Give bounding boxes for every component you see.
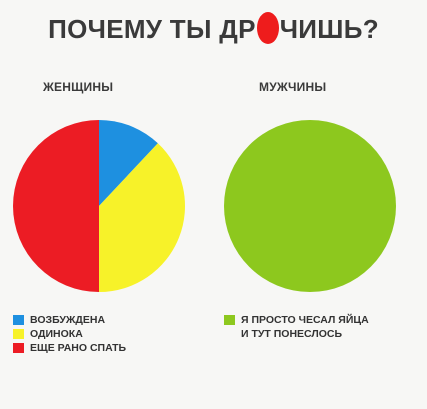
pie-title-women: ЖЕНЩИНЫ — [43, 80, 114, 94]
pie-title-men: МУЖЧИНЫ — [259, 80, 327, 94]
legend-item: Я ПРОСТО ЧЕСАЛ ЯЙЦА И ТУТ ПОНЕСЛОСЬ — [224, 313, 369, 341]
title-text-start: ПОЧЕМУ ТЫ ДР — [48, 14, 256, 44]
legend-label-line: И ТУТ ПОНЕСЛОСЬ — [241, 328, 343, 340]
legend-swatch — [13, 315, 24, 325]
legend-item: ОДИНОКА — [13, 327, 126, 341]
legend-label: ЕЩЕ РАНО СПАТЬ — [30, 342, 127, 354]
pie-slice-2 — [99, 143, 185, 292]
legend-item: ЕЩЕ РАНО СПАТЬ — [13, 341, 126, 355]
pie-chart-women — [13, 120, 185, 292]
pie-chart-men — [224, 120, 396, 292]
legend-label: Я ПРОСТО ЧЕСАЛ ЯЙЦА И ТУТ ПОНЕСЛОСЬ — [241, 313, 369, 341]
legend-swatch — [13, 329, 24, 339]
legend-men: Я ПРОСТО ЧЕСАЛ ЯЙЦА И ТУТ ПОНЕСЛОСЬ — [224, 313, 369, 341]
legend-label: ВОЗБУЖДЕНА — [30, 314, 106, 326]
legend-item: ВОЗБУЖДЕНА — [13, 313, 126, 327]
pie-slice-1 — [224, 120, 396, 292]
pie-slice-1 — [99, 120, 158, 206]
pie-slice-3 — [13, 120, 99, 292]
legend-women: ВОЗБУЖДЕНА ОДИНОКА ЕЩЕ РАНО СПАТЬ — [13, 313, 126, 355]
legend-swatch — [13, 343, 24, 353]
censor-blot-icon — [256, 12, 279, 44]
chart-title: ПОЧЕМУ ТЫ ДР ЧИШЬ? — [0, 12, 427, 45]
legend-swatch — [224, 315, 235, 325]
title-text-end: ЧИШЬ? — [279, 14, 379, 44]
legend-label-line: Я ПРОСТО ЧЕСАЛ ЯЙЦА — [241, 314, 369, 326]
legend-label: ОДИНОКА — [30, 328, 83, 340]
